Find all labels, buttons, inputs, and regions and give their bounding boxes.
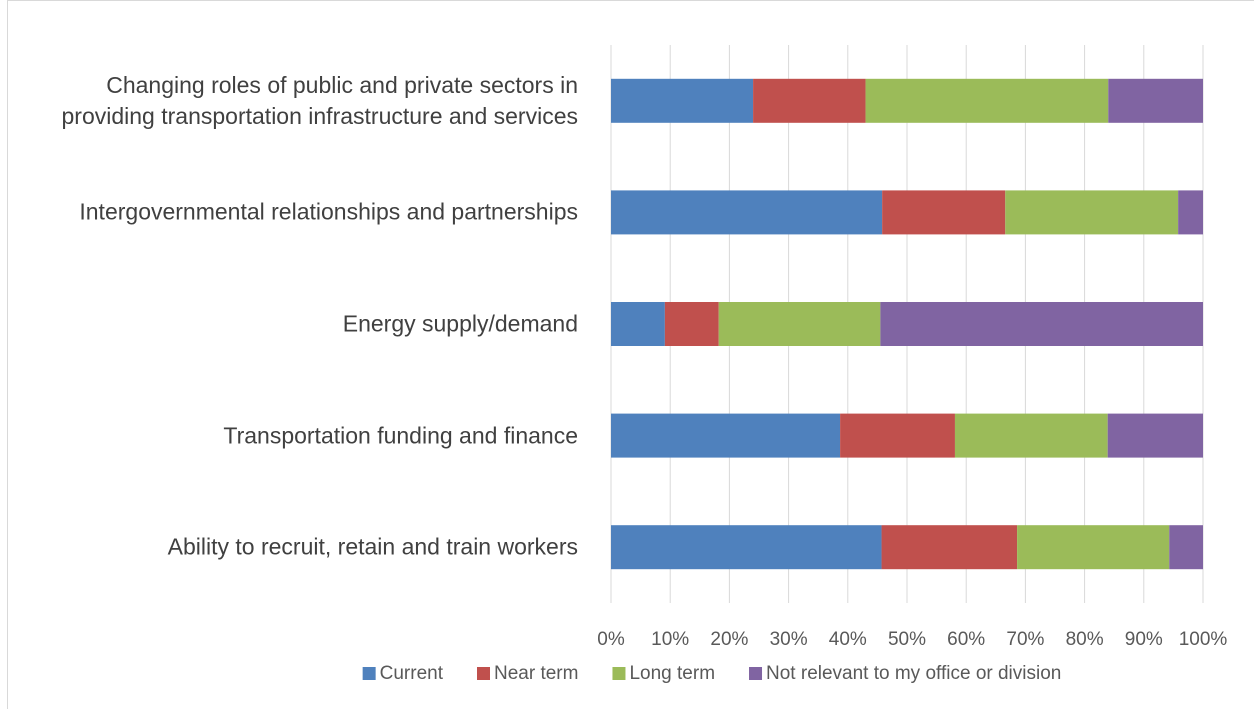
x-tick-label: 80% (1066, 629, 1104, 650)
x-tick-label: 0% (597, 629, 625, 650)
legend-swatch (477, 667, 490, 680)
y-tick-label: Changing roles of public and private sec… (61, 71, 578, 129)
bar-segment (954, 413, 1108, 458)
x-tick-label: 100% (1179, 629, 1228, 650)
legend-label: Current (380, 663, 444, 684)
bar-segment (753, 78, 866, 123)
bar-segment (880, 302, 1203, 346)
bar-segment (611, 413, 841, 458)
x-tick-label: 40% (829, 629, 867, 650)
legend-label: Long term (629, 663, 715, 684)
y-tick-label: Transportation funding and finance (223, 422, 578, 449)
x-tick-label: 10% (651, 629, 689, 650)
bar-segment (840, 413, 955, 458)
bar-segment (1107, 413, 1203, 458)
legend-swatch (749, 667, 763, 680)
bar-segment (1017, 525, 1170, 570)
bar-segment (1178, 190, 1203, 235)
bar-segment (881, 525, 1018, 570)
x-tick-label: 50% (888, 629, 926, 650)
bar-segment (611, 525, 882, 570)
legend-label: Not relevant to my office or division (766, 663, 1061, 684)
legend-label: Near term (494, 663, 578, 684)
legend-swatch (362, 667, 376, 680)
bar-segment (611, 302, 665, 346)
bar-segment (611, 190, 883, 235)
x-tick-label: 30% (770, 629, 808, 650)
bar-segment (611, 78, 754, 123)
bar-segment (1005, 190, 1179, 235)
bar-segment (882, 190, 1006, 235)
x-tick-label: 20% (710, 629, 748, 650)
x-tick-label: 90% (1125, 629, 1163, 650)
bar-segment (1108, 78, 1203, 123)
chart-border (7, 0, 1254, 709)
bar-segment (664, 302, 719, 346)
x-tick-label: 60% (947, 629, 985, 650)
y-tick-label: Ability to recruit, retain and train wor… (167, 533, 578, 560)
bar-segment (1169, 525, 1203, 570)
x-tick-label: 70% (1006, 629, 1044, 650)
legend-swatch (612, 667, 626, 680)
bar-segment (718, 302, 881, 346)
bar-segment (865, 78, 1109, 123)
y-tick-label: Intergovernmental relationships and part… (79, 198, 578, 225)
y-tick-label: Energy supply/demand (342, 310, 578, 337)
